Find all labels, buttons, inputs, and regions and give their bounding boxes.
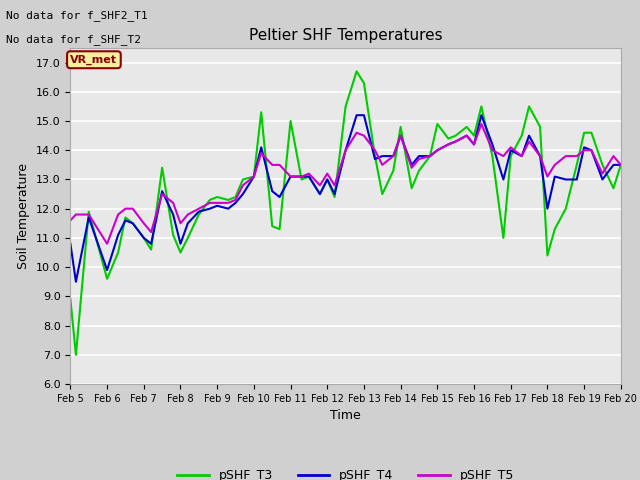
pSHF_T5: [225, 200, 232, 206]
Y-axis label: Soil Temperature: Soil Temperature: [17, 163, 30, 269]
pSHF_T5: [617, 162, 625, 168]
pSHF_T4: [67, 241, 74, 247]
pSHF_T3: [257, 109, 265, 115]
pSHF_T3: [617, 162, 625, 168]
pSHF_T5: [103, 241, 111, 247]
Line: pSHF_T5: pSHF_T5: [70, 124, 621, 244]
pSHF_T4: [239, 191, 246, 197]
Text: No data for f_SHF_T2: No data for f_SHF_T2: [6, 34, 141, 45]
Line: pSHF_T3: pSHF_T3: [70, 72, 621, 355]
Line: pSHF_T4: pSHF_T4: [70, 115, 621, 282]
pSHF_T5: [239, 182, 246, 188]
pSHF_T4: [177, 241, 184, 247]
Legend: pSHF_T3, pSHF_T4, pSHF_T5: pSHF_T3, pSHF_T4, pSHF_T5: [172, 464, 519, 480]
pSHF_T4: [353, 112, 360, 118]
pSHF_T3: [433, 121, 441, 127]
pSHF_T3: [268, 223, 276, 229]
pSHF_T5: [268, 162, 276, 168]
pSHF_T4: [72, 279, 80, 285]
pSHF_T4: [617, 162, 625, 168]
pSHF_T4: [257, 144, 265, 150]
pSHF_T3: [72, 352, 80, 358]
pSHF_T5: [477, 121, 485, 127]
pSHF_T4: [225, 206, 232, 212]
pSHF_T5: [177, 220, 184, 226]
pSHF_T5: [257, 150, 265, 156]
Title: Peltier SHF Temperatures: Peltier SHF Temperatures: [249, 28, 442, 43]
pSHF_T4: [433, 147, 441, 153]
Text: No data for f_SHF2_T1: No data for f_SHF2_T1: [6, 10, 148, 21]
pSHF_T5: [67, 217, 74, 223]
pSHF_T3: [67, 296, 74, 302]
pSHF_T3: [239, 177, 246, 182]
X-axis label: Time: Time: [330, 409, 361, 422]
pSHF_T3: [353, 69, 360, 74]
pSHF_T4: [268, 188, 276, 194]
Text: VR_met: VR_met: [70, 55, 117, 65]
pSHF_T3: [177, 250, 184, 255]
pSHF_T5: [426, 153, 434, 159]
pSHF_T3: [225, 197, 232, 203]
